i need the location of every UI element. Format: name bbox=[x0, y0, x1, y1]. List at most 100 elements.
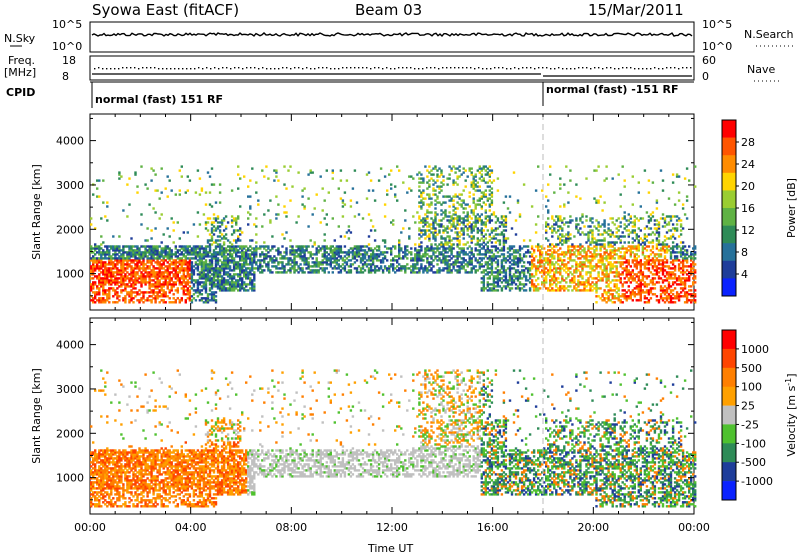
power-cell bbox=[208, 247, 212, 250]
power-cell bbox=[410, 189, 413, 192]
power-cell bbox=[496, 217, 500, 220]
power-cell bbox=[454, 261, 457, 264]
power-cell bbox=[146, 267, 149, 270]
power-cell bbox=[428, 239, 431, 242]
power-cell bbox=[446, 215, 449, 218]
power-cell bbox=[144, 249, 147, 252]
power-cell bbox=[218, 245, 222, 248]
nave-point bbox=[594, 67, 596, 69]
power-cell bbox=[273, 265, 276, 268]
power-cell bbox=[398, 253, 401, 256]
power-cell bbox=[516, 285, 520, 288]
power-cell bbox=[174, 299, 177, 302]
power-cell bbox=[583, 289, 586, 292]
power-cell bbox=[498, 255, 502, 258]
power-cell bbox=[164, 251, 167, 254]
power-cell bbox=[170, 189, 173, 192]
power-cell bbox=[351, 263, 355, 266]
power-cell bbox=[470, 269, 473, 272]
power-cell bbox=[253, 261, 256, 264]
power-cell bbox=[450, 263, 453, 266]
power-cell bbox=[160, 277, 163, 280]
power-cell bbox=[212, 271, 216, 274]
power-cell bbox=[369, 263, 373, 266]
power-cell bbox=[502, 233, 506, 236]
power-cell bbox=[637, 263, 640, 266]
power-cell bbox=[464, 269, 467, 272]
power-cell bbox=[500, 217, 504, 220]
power-cell bbox=[130, 299, 133, 302]
power-cell bbox=[224, 227, 228, 230]
power-cell bbox=[337, 187, 340, 190]
power-cell bbox=[551, 225, 554, 228]
power-cell bbox=[589, 247, 592, 250]
power-cell bbox=[438, 243, 441, 246]
power-cell bbox=[524, 255, 528, 258]
power-cell bbox=[214, 241, 218, 244]
power-cell bbox=[551, 269, 554, 272]
power-cell bbox=[448, 247, 451, 250]
power-cell bbox=[214, 261, 218, 264]
power-cell bbox=[545, 277, 548, 280]
power-cell bbox=[627, 233, 630, 236]
power-cell bbox=[448, 267, 451, 270]
nave-point bbox=[462, 67, 464, 69]
power-cell bbox=[629, 273, 632, 276]
power-cell bbox=[363, 269, 367, 272]
power-cell bbox=[210, 229, 214, 232]
power-cell bbox=[255, 225, 258, 228]
power-cell bbox=[448, 173, 451, 176]
power-cell bbox=[94, 253, 97, 256]
power-cell bbox=[617, 217, 620, 220]
power-cell bbox=[297, 267, 300, 270]
power-cell bbox=[156, 295, 159, 298]
power-cell bbox=[140, 245, 143, 248]
power-cell bbox=[208, 243, 212, 246]
power-cell bbox=[90, 271, 93, 274]
power-cell bbox=[283, 205, 286, 208]
power-cell bbox=[142, 301, 145, 304]
power-cell bbox=[420, 245, 423, 248]
power-cell bbox=[593, 265, 596, 268]
power-cell bbox=[96, 263, 99, 266]
power-cell bbox=[132, 279, 135, 282]
power-cell bbox=[136, 249, 139, 252]
power-cell bbox=[490, 287, 494, 290]
power-cell bbox=[98, 253, 101, 256]
nave-point bbox=[486, 68, 488, 70]
power-cell bbox=[210, 299, 214, 302]
power-cell bbox=[547, 271, 550, 274]
power-cell bbox=[253, 251, 256, 254]
nave-point bbox=[174, 68, 176, 70]
power-cell bbox=[154, 247, 157, 250]
power-cell bbox=[512, 249, 516, 252]
power-cell bbox=[456, 167, 459, 170]
power-cell bbox=[166, 265, 169, 268]
power-cell bbox=[323, 247, 326, 250]
power-cell bbox=[508, 269, 512, 272]
power-cell bbox=[128, 301, 131, 304]
power-cell bbox=[454, 213, 457, 216]
power-cell bbox=[140, 251, 143, 254]
power-cell bbox=[512, 275, 516, 278]
power-cell bbox=[114, 293, 117, 296]
power-cell bbox=[325, 169, 328, 172]
power-cell bbox=[210, 223, 214, 226]
power-cell bbox=[337, 245, 340, 248]
power-cell bbox=[390, 187, 393, 190]
power-cell bbox=[613, 275, 616, 278]
power-cell bbox=[410, 265, 413, 268]
power-cell bbox=[440, 203, 443, 206]
power-cell bbox=[168, 277, 171, 280]
power-cell bbox=[220, 285, 224, 288]
power-cell bbox=[428, 265, 431, 268]
power-cell bbox=[132, 269, 135, 272]
power-cell bbox=[216, 217, 220, 220]
power-cell bbox=[470, 257, 473, 260]
power-cell bbox=[625, 265, 628, 268]
power-cell bbox=[482, 201, 485, 204]
power-cell bbox=[108, 255, 111, 258]
power-cell bbox=[625, 259, 628, 262]
power-cell bbox=[448, 237, 451, 240]
power-cell bbox=[232, 269, 236, 272]
